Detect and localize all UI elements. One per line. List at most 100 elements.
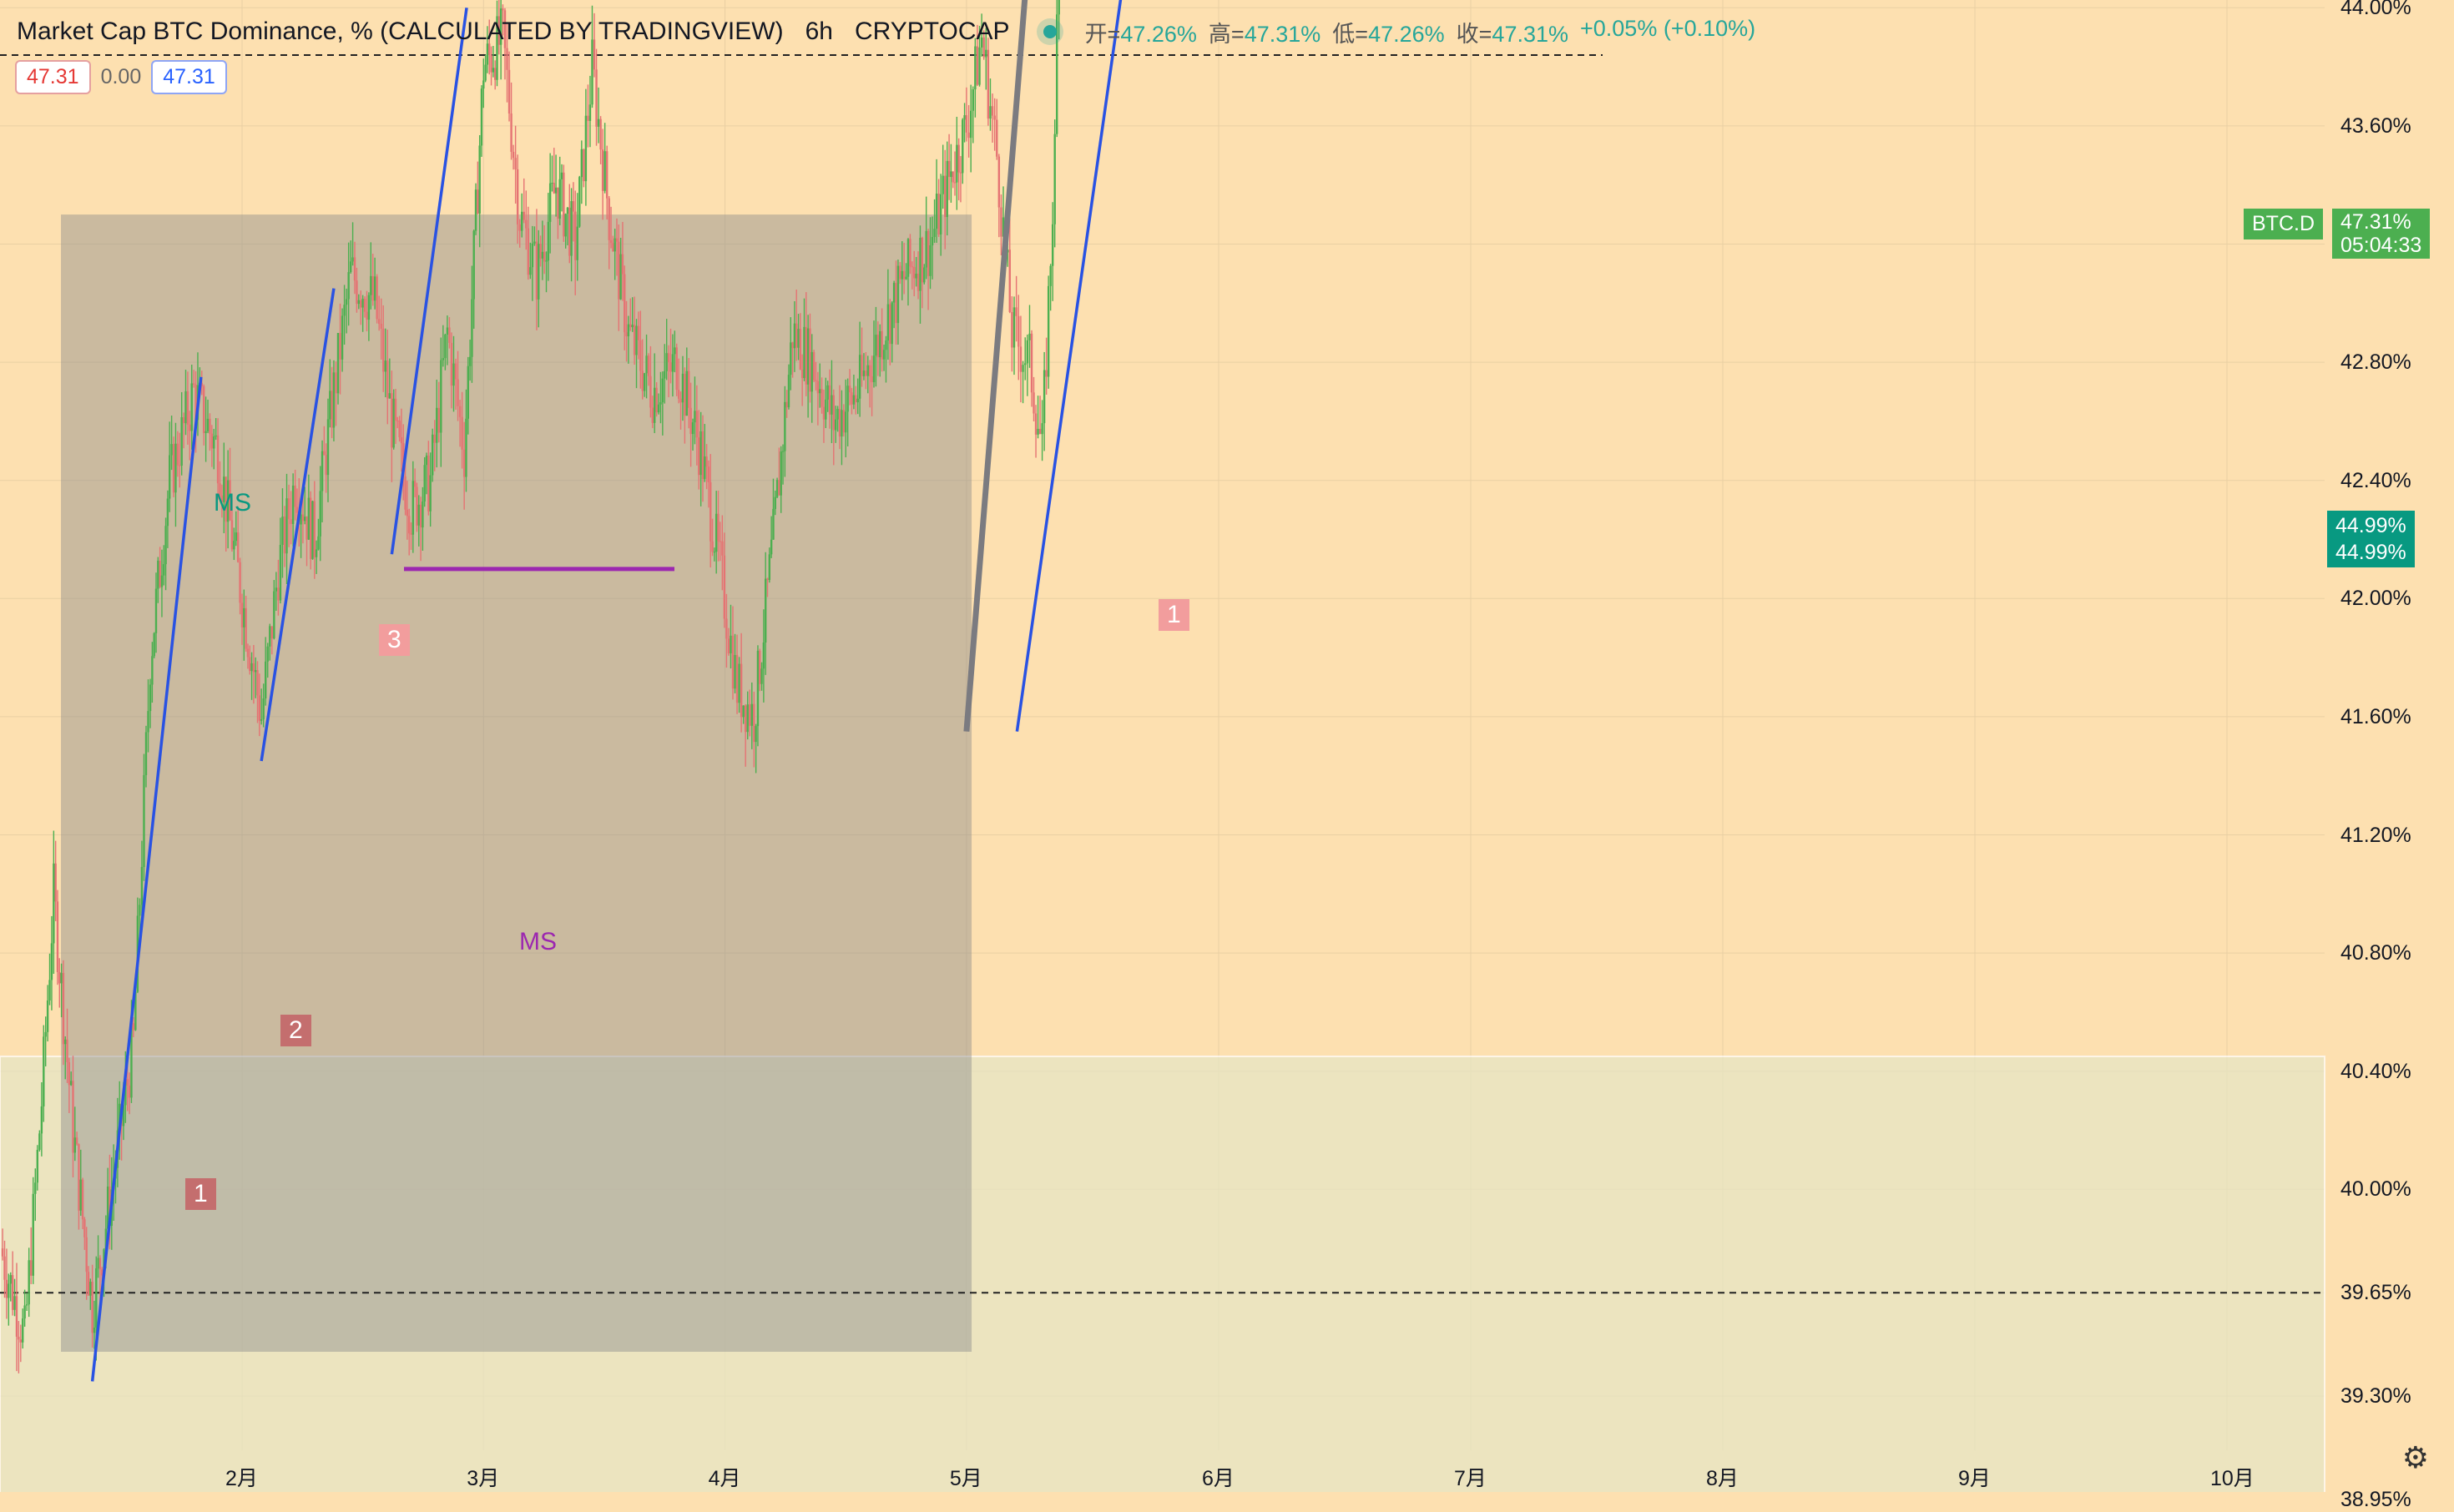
- candle-body: [664, 370, 666, 379]
- trade-buttons: 47.31 0.00 47.31: [15, 60, 227, 94]
- candle-body: [645, 355, 648, 374]
- candle-body: [236, 532, 240, 562]
- candle-body: [629, 324, 632, 328]
- candle-body: [329, 391, 331, 420]
- candle-body: [206, 418, 210, 431]
- candle-body: [256, 670, 259, 696]
- price-tick-label: 41.60%: [2340, 704, 2411, 728]
- candle-body: [1019, 346, 1022, 372]
- candle-body: [209, 418, 211, 434]
- candle-body: [182, 417, 185, 424]
- candle-body: [768, 554, 771, 581]
- candle-body: [371, 275, 374, 301]
- interval-label[interactable]: 6h: [805, 18, 833, 45]
- trend-line-3: [390, 8, 468, 555]
- candle-body: [657, 404, 660, 413]
- settings-gear-icon[interactable]: ⚙: [2401, 1440, 2429, 1474]
- candle-body: [993, 115, 996, 120]
- candle-body: [275, 587, 278, 592]
- wave-label-3: 3: [379, 624, 410, 656]
- candle-body: [803, 326, 805, 379]
- candle-body: [97, 1257, 99, 1268]
- bar-countdown: 05:04:33: [2340, 234, 2422, 257]
- candle-body: [531, 243, 534, 268]
- candle-body: [711, 541, 714, 552]
- candle-body: [619, 254, 622, 300]
- candle-body: [311, 501, 314, 559]
- candle-body: [240, 602, 244, 627]
- candle-body: [22, 1318, 24, 1343]
- candle-body: [370, 275, 372, 295]
- candle-body: [216, 435, 220, 484]
- candle-body: [800, 369, 804, 379]
- candle-body: [1043, 370, 1046, 424]
- candle-body: [956, 144, 958, 183]
- candle-body: [363, 299, 366, 312]
- candle-body: [641, 370, 644, 391]
- candle-body: [1026, 340, 1029, 364]
- candle-body: [717, 513, 720, 542]
- candle-body: [856, 398, 859, 403]
- candle-body: [349, 261, 352, 273]
- candle-body: [477, 189, 479, 214]
- candle-body: [510, 113, 513, 152]
- candle-body: [587, 115, 589, 121]
- candle-body: [452, 363, 455, 386]
- candle-body: [627, 324, 630, 337]
- candle-body: [612, 243, 614, 252]
- candle-body: [1, 1248, 4, 1257]
- candle-body: [832, 395, 835, 431]
- candle-body: [450, 342, 453, 386]
- candle-body: [935, 194, 938, 229]
- candle-body: [151, 656, 154, 685]
- candle-body: [474, 189, 477, 231]
- candle-body: [144, 732, 148, 775]
- candle-body: [989, 106, 992, 119]
- candle-body: [805, 326, 808, 385]
- ms-level-box: 44.99% 44.99%: [2327, 511, 2415, 567]
- candle-body: [285, 498, 288, 554]
- candle-body: [568, 207, 571, 256]
- candle-body: [291, 485, 295, 524]
- candle-body: [572, 201, 575, 212]
- candle-body: [190, 383, 193, 431]
- candle-body: [947, 160, 951, 178]
- candle-body: [174, 443, 177, 493]
- candle-body: [967, 132, 970, 139]
- candle-body: [325, 455, 327, 476]
- candle-body: [1033, 392, 1035, 414]
- sell-button[interactable]: 47.31: [15, 60, 91, 94]
- candle-body: [695, 411, 699, 438]
- candle-body: [765, 578, 767, 643]
- candle-body: [603, 151, 606, 191]
- time-tick-label: 2月: [225, 1467, 258, 1490]
- candle-body: [797, 329, 800, 348]
- candle-body: [139, 905, 141, 916]
- candle-body: [412, 481, 415, 535]
- buy-button[interactable]: 47.31: [151, 60, 227, 94]
- candle-body: [862, 370, 866, 376]
- candle-body: [896, 265, 900, 324]
- candle-body: [744, 705, 747, 733]
- candle-body: [5, 1279, 8, 1298]
- candle-body: [326, 419, 330, 476]
- symbol-title[interactable]: Market Cap BTC Dominance, % (CALCULATED …: [17, 18, 784, 45]
- candle-body: [176, 443, 179, 466]
- candle-body: [98, 1257, 102, 1270]
- candle-body: [925, 230, 927, 268]
- candle-body: [492, 68, 495, 73]
- candle-body: [543, 251, 546, 262]
- candle-body: [576, 226, 578, 260]
- candle-body: [266, 646, 269, 662]
- candle-body: [723, 555, 726, 619]
- market-status-icon[interactable]: [1043, 25, 1057, 38]
- candle-body: [597, 118, 600, 127]
- candle-body: [635, 325, 638, 355]
- candle-body: [774, 496, 776, 509]
- candle-body: [669, 362, 672, 372]
- candle-body: [780, 451, 782, 496]
- candle-body: [83, 1219, 86, 1237]
- candle-body: [134, 991, 137, 1031]
